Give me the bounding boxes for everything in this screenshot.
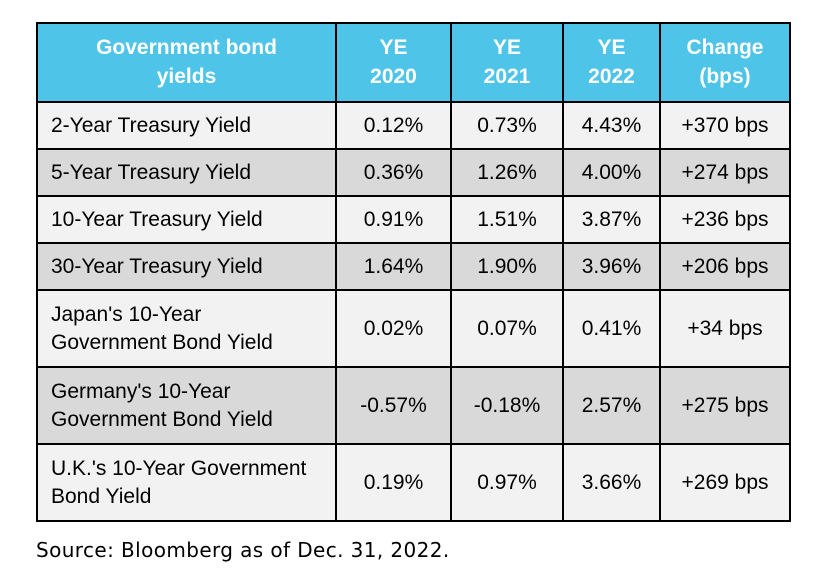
column-header-bond-yields: Government bond yields <box>36 22 337 103</box>
row-label: 2-Year Treasury Yield <box>36 101 337 150</box>
cell-change: +34 bps <box>659 289 791 368</box>
table-row: Germany's 10-Year Government Bond Yield … <box>36 366 791 445</box>
bond-yields-table: Government bond yields YE 2020 YE 2021 Y… <box>36 22 791 522</box>
cell-ye2022: 4.00% <box>562 148 661 197</box>
header-line: 2022 <box>588 64 635 88</box>
cell-ye2021: 0.07% <box>450 289 564 368</box>
cell-ye2021: 1.26% <box>450 148 564 197</box>
header-line: (bps) <box>699 64 751 88</box>
table-row: 10-Year Treasury Yield 0.91% 1.51% 3.87%… <box>36 195 791 244</box>
row-label: U.K.'s 10-Year Government Bond Yield <box>36 443 337 522</box>
row-label: Germany's 10-Year Government Bond Yield <box>36 366 337 445</box>
table-header: Government bond yields YE 2020 YE 2021 Y… <box>36 22 791 103</box>
column-header-change-bps: Change (bps) <box>659 22 791 103</box>
cell-ye2022: 3.66% <box>562 443 661 522</box>
table-row: 5-Year Treasury Yield 0.36% 1.26% 4.00% … <box>36 148 791 197</box>
cell-change: +370 bps <box>659 101 791 150</box>
header-line: 2021 <box>483 64 531 88</box>
cell-ye2022: 2.57% <box>562 366 661 445</box>
cell-ye2020: 0.12% <box>335 101 452 150</box>
cell-change: +269 bps <box>659 443 791 522</box>
cell-ye2021: 0.73% <box>450 101 564 150</box>
cell-ye2021: 1.51% <box>450 195 564 244</box>
row-label: Japan's 10-Year Government Bond Yield <box>36 289 337 368</box>
header-line: YE <box>379 36 408 60</box>
table-body: 2-Year Treasury Yield 0.12% 0.73% 4.43% … <box>36 101 791 522</box>
row-label: 30-Year Treasury Yield <box>36 242 337 291</box>
cell-ye2022: 0.41% <box>562 289 661 368</box>
cell-ye2020: 0.19% <box>335 443 452 522</box>
table-row: 2-Year Treasury Yield 0.12% 0.73% 4.43% … <box>36 101 791 150</box>
column-header-ye2020: YE 2020 <box>335 22 452 103</box>
cell-ye2021: 0.97% <box>450 443 564 522</box>
row-label: 5-Year Treasury Yield <box>36 148 337 197</box>
header-line: 2020 <box>370 64 417 88</box>
cell-change: +206 bps <box>659 242 791 291</box>
header-row: Government bond yields YE 2020 YE 2021 Y… <box>36 22 791 103</box>
cell-change: +236 bps <box>659 195 791 244</box>
table-row: 30-Year Treasury Yield 1.64% 1.90% 3.96%… <box>36 242 791 291</box>
table-row: U.K.'s 10-Year Government Bond Yield 0.1… <box>36 443 791 522</box>
cell-change: +275 bps <box>659 366 791 445</box>
cell-ye2020: 0.91% <box>335 195 452 244</box>
header-line: yields <box>156 64 217 88</box>
header-line: YE <box>597 36 626 60</box>
header-line: Government bond <box>96 36 277 60</box>
header-line: YE <box>492 36 521 60</box>
cell-ye2022: 4.43% <box>562 101 661 150</box>
column-header-ye2021: YE 2021 <box>450 22 564 103</box>
cell-ye2020: 1.64% <box>335 242 452 291</box>
cell-ye2021: 1.90% <box>450 242 564 291</box>
cell-ye2022: 3.96% <box>562 242 661 291</box>
cell-change: +274 bps <box>659 148 791 197</box>
source-attribution: Source: Bloomberg as of Dec. 31, 2022. <box>36 538 450 562</box>
cell-ye2020: 0.02% <box>335 289 452 368</box>
column-header-ye2022: YE 2022 <box>562 22 661 103</box>
cell-ye2021: -0.18% <box>450 366 564 445</box>
header-line: Change <box>686 36 764 60</box>
cell-ye2022: 3.87% <box>562 195 661 244</box>
cell-ye2020: 0.36% <box>335 148 452 197</box>
table-row: Japan's 10-Year Government Bond Yield 0.… <box>36 289 791 368</box>
cell-ye2020: -0.57% <box>335 366 452 445</box>
row-label: 10-Year Treasury Yield <box>36 195 337 244</box>
